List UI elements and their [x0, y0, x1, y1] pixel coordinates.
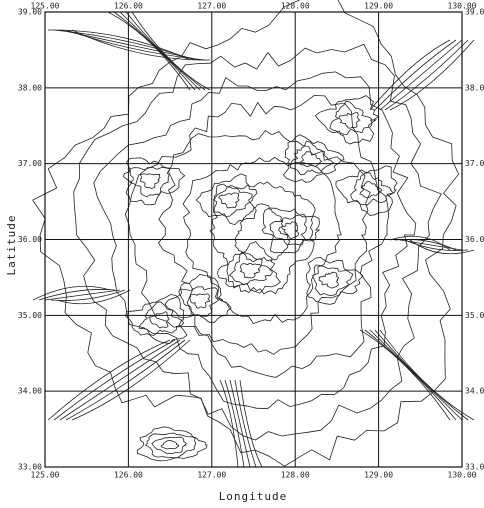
contour: [54, 30, 195, 60]
contour: [125, 96, 388, 378]
contour: [213, 184, 252, 217]
contour: [126, 295, 187, 344]
contour: [114, 12, 195, 90]
contour: [137, 427, 207, 461]
contour: [140, 174, 160, 189]
y-tick-label: 39.00: [18, 8, 42, 17]
y-tick-label: 36.00: [465, 235, 484, 244]
contour: [380, 330, 474, 420]
contour: [149, 312, 169, 328]
x-tick-label: 127.00: [197, 2, 226, 11]
contour-lines: [33, 0, 474, 467]
contour: [60, 340, 180, 420]
contour: [190, 294, 210, 308]
contour: [66, 340, 185, 420]
y-tick-label: 33.00: [465, 463, 484, 472]
x-tick-label: 126.00: [114, 471, 143, 480]
contour: [124, 158, 185, 205]
contour: [360, 330, 450, 420]
contour: [375, 40, 456, 110]
y-tick-label: 39.00: [465, 8, 484, 17]
contour: [51, 290, 125, 301]
contour: [230, 252, 273, 285]
contour: [66, 30, 205, 60]
x-tick-label: 129.00: [364, 471, 393, 480]
contour: [161, 440, 179, 449]
x-axis-title: Longitude: [219, 490, 288, 503]
contour: [39, 289, 115, 300]
contour: [240, 380, 262, 467]
y-tick-label: 34.00: [18, 387, 42, 396]
contour: [385, 40, 468, 110]
y-tick-label: 37.00: [18, 159, 42, 168]
contour: [54, 340, 175, 420]
y-axis-title: Latitude: [5, 215, 18, 276]
contour: [270, 215, 307, 245]
contour: [339, 112, 360, 128]
x-tick-label: 129.00: [364, 2, 393, 11]
contour: [219, 193, 239, 208]
x-tick-label: 127.00: [197, 471, 226, 480]
x-tick-label: 125.00: [31, 471, 60, 480]
y-tick-label: 37.00: [465, 159, 484, 168]
contour: [180, 287, 219, 317]
x-tick-label: 126.00: [114, 2, 143, 11]
y-tick-label: 34.00: [465, 387, 484, 396]
contour: [319, 272, 339, 288]
contour: [235, 380, 256, 467]
x-tick-label: 130.00: [448, 471, 477, 480]
contour: [370, 40, 450, 110]
contour: [380, 40, 462, 110]
y-tick-label: 35.00: [465, 311, 484, 320]
map-figure: Longitude Latitude 125.00125.00126.00126…: [0, 0, 484, 508]
contour: [210, 182, 315, 294]
contour: [370, 330, 462, 420]
contour: [330, 101, 373, 135]
contour: [94, 72, 416, 409]
contour: [240, 263, 260, 278]
y-tick-label: 35.00: [18, 311, 42, 320]
contour: [152, 437, 186, 454]
contour: [108, 12, 190, 90]
x-tick-label: 128.00: [281, 471, 310, 480]
contour: [290, 142, 333, 175]
y-tick-label: 38.00: [18, 83, 42, 92]
contour: [196, 174, 257, 225]
contour: [139, 302, 184, 336]
contour: [315, 96, 378, 144]
x-tick-label: 128.00: [281, 2, 310, 11]
contour: [225, 380, 244, 467]
contour: [183, 157, 341, 323]
y-tick-label: 38.00: [465, 83, 484, 92]
y-tick-label: 33.00: [18, 463, 42, 472]
contour: [33, 0, 459, 466]
contour: [230, 380, 250, 467]
y-tick-label: 36.00: [18, 235, 42, 244]
